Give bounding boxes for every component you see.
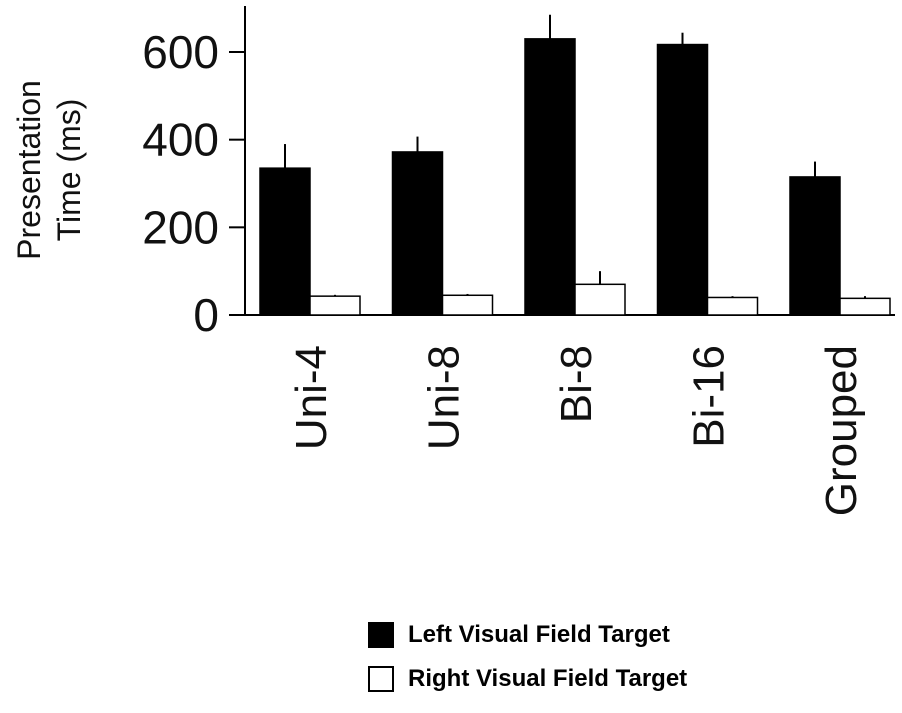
x-tick-labels: Uni-4 Uni-8 Bi-8 Bi-16 Grouped <box>287 345 866 516</box>
y-axis-label-line: Presentation <box>11 80 47 260</box>
legend-item-right: Right Visual Field Target <box>368 664 687 694</box>
bar-chart: 0 200 400 600 Uni-4 Uni-8 Bi-8 Bi-16 Grouped Pr… <box>11 6 895 516</box>
bar-right-uni-8 <box>441 294 494 316</box>
bar-left-grouped <box>789 176 841 316</box>
bar-right-bi-16 <box>706 296 759 316</box>
legend-label-left: Left Visual Field Target <box>408 621 670 648</box>
x-tick-label-uni-4: Uni-4 <box>287 345 336 450</box>
y-tick-label: 400 <box>142 114 219 166</box>
legend-swatch-right <box>368 666 394 692</box>
bar-right-uni-4 <box>309 295 361 316</box>
bar-left-bi-8 <box>524 38 576 316</box>
y-axis-label-line: Time (ms) <box>51 99 87 242</box>
legend-swatch-left <box>368 622 394 648</box>
y-ticks: 0 200 400 600 <box>142 26 245 341</box>
legend-item-left: Left Visual Field Target <box>368 620 687 650</box>
x-tick-label-bi-16: Bi-16 <box>685 345 734 448</box>
x-tick-label-grouped: Grouped <box>817 345 866 516</box>
x-tick-label-uni-8: Uni-8 <box>420 345 469 450</box>
bar-left-uni-8 <box>391 151 444 316</box>
y-axis-label: Presentation Time (ms) <box>11 80 87 260</box>
y-tick-label: 0 <box>193 289 219 341</box>
y-tick-label: 200 <box>142 201 219 253</box>
error-bars <box>284 14 866 299</box>
bars <box>259 38 891 316</box>
x-tick-label-bi-8: Bi-8 <box>552 345 601 423</box>
bar-left-uni-4 <box>259 167 311 316</box>
bar-right-grouped <box>839 297 891 316</box>
legend-label-right: Right Visual Field Target <box>408 665 688 692</box>
bar-right-bi-8 <box>574 283 626 316</box>
bar-left-bi-16 <box>656 43 709 316</box>
y-tick-label: 600 <box>142 26 219 78</box>
legend: Left Visual Field Target Right Visual Fi… <box>368 620 687 708</box>
